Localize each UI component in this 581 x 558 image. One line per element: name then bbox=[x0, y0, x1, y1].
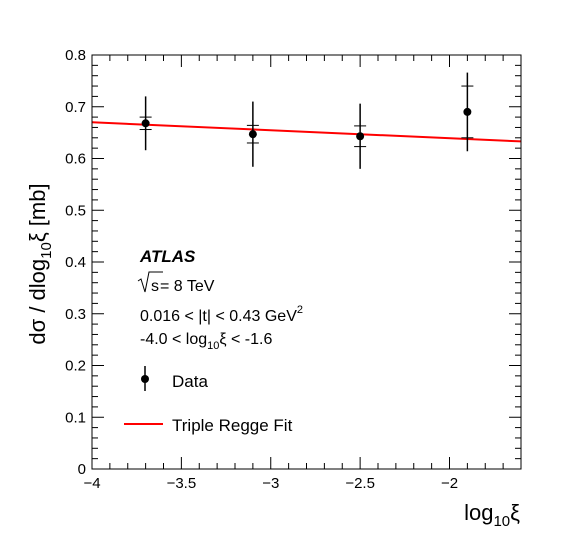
data-point bbox=[246, 101, 259, 167]
x-tick-label: −2 bbox=[441, 475, 458, 492]
legend-label-data: Data bbox=[172, 372, 208, 391]
annotation-block: ATLAS s = 8 TeV 0.016 < |t| < 0.43 GeV2 … bbox=[137, 247, 303, 352]
fit-line bbox=[91, 121, 522, 143]
y-tick-label: 0.1 bbox=[65, 409, 86, 426]
data-point bbox=[139, 96, 152, 151]
axis-ticks bbox=[91, 54, 522, 470]
y-tick-label: 0.7 bbox=[65, 99, 86, 116]
legend: Data Triple Regge Fit bbox=[124, 366, 293, 435]
legend-data-marker bbox=[141, 366, 149, 391]
x-axis-title: log10ξ bbox=[464, 500, 520, 530]
y-axis-title: dσ / dlog10ξ [mb] bbox=[25, 183, 55, 344]
y-tick-label: 0.3 bbox=[65, 306, 86, 323]
svg-text:= 8 TeV: = 8 TeV bbox=[160, 278, 215, 295]
data-point bbox=[461, 72, 474, 152]
plot-frame bbox=[91, 54, 522, 470]
y-tick-label: 0 bbox=[78, 461, 86, 478]
data-point-marker bbox=[248, 130, 257, 139]
y-tick-label: 0.4 bbox=[65, 254, 86, 271]
y-tick-label: 0.6 bbox=[65, 151, 86, 168]
legend-label-fit: Triple Regge Fit bbox=[172, 416, 293, 435]
data-points bbox=[139, 72, 474, 169]
energy-label: s = 8 TeV bbox=[137, 271, 215, 295]
y-tick-labels: 0 0.1 0.2 0.3 0.4 0.5 0.6 0.7 0.8 bbox=[65, 47, 86, 478]
sqrt-sign bbox=[137, 271, 163, 293]
data-point bbox=[354, 103, 367, 169]
data-point-marker bbox=[356, 132, 365, 141]
y-tick-label: 0.2 bbox=[65, 358, 86, 375]
x-tick-labels: −4 −3.5 −3 −2.5 −2 bbox=[83, 475, 458, 492]
x-tick-label: −3.5 bbox=[167, 475, 197, 492]
x-tick-label: −4 bbox=[83, 475, 100, 492]
x-tick-label: −2.5 bbox=[345, 475, 375, 492]
x-tick-label: −3 bbox=[262, 475, 279, 492]
data-point-marker bbox=[463, 107, 472, 116]
t-range-label: 0.016 < |t| < 0.43 GeV2 bbox=[140, 304, 303, 325]
y-tick-label: 0.5 bbox=[65, 202, 86, 219]
data-point-marker bbox=[141, 119, 150, 128]
experiment-label: ATLAS bbox=[139, 247, 196, 266]
xi-range-label: -4.0 < log10ξ < -1.6 bbox=[140, 331, 272, 352]
svg-text:s: s bbox=[151, 278, 159, 295]
y-tick-label: 0.8 bbox=[65, 47, 86, 64]
fit-line-group bbox=[91, 121, 522, 143]
